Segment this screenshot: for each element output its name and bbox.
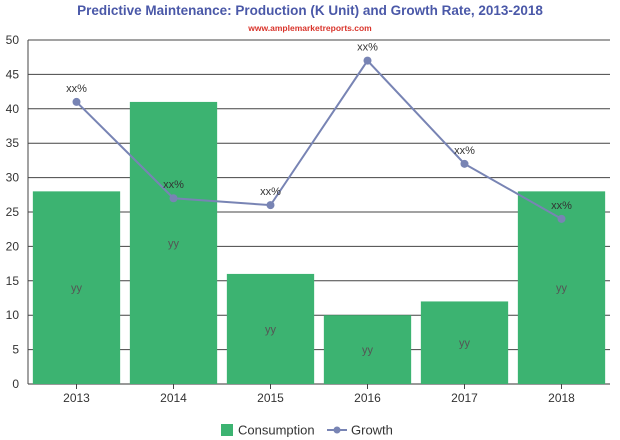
legend-consumption-label[interactable]: Consumption xyxy=(238,423,315,438)
growth-point-2017[interactable] xyxy=(460,159,469,168)
bars xyxy=(32,101,606,385)
growth-point-2018[interactable] xyxy=(557,214,566,223)
bar-data-label: yy xyxy=(556,283,568,295)
growth-line xyxy=(75,59,562,220)
y-tick-label: 50 xyxy=(6,33,20,47)
x-axis-ticks: 2013 2014 2015 2016 2017 2018 xyxy=(63,384,575,405)
growth-data-label: xx% xyxy=(357,42,378,54)
x-tick-label: 2016 xyxy=(354,391,381,405)
y-tick-label: 40 xyxy=(6,102,20,116)
bar-consumption-2013[interactable] xyxy=(32,191,121,384)
x-tick-label: 2014 xyxy=(160,391,187,405)
y-tick-label: 10 xyxy=(6,308,20,322)
growth-data-label: xx% xyxy=(260,186,281,198)
y-axis-ticks: 0 5 10 15 20 25 30 35 40 45 50 xyxy=(6,33,20,391)
bar-data-label: yy xyxy=(459,338,471,350)
legend-consumption-swatch xyxy=(221,424,233,436)
growth-data-label: xx% xyxy=(454,145,475,157)
growth-data-label: xx% xyxy=(163,179,184,191)
y-tick-label: 45 xyxy=(6,67,20,81)
bar-consumption-2016[interactable] xyxy=(323,315,412,384)
x-tick-label: 2013 xyxy=(63,391,90,405)
growth-line-layer: xx% xx% xx% xx% xx% xx% xyxy=(66,42,572,223)
bar-data-label: yy xyxy=(71,283,83,295)
chart-title: Predictive Maintenance: Production (K Un… xyxy=(77,3,543,18)
bar-labels: yy yy yy yy yy yy xyxy=(71,238,568,357)
growth-data-label: xx% xyxy=(66,83,87,95)
bar-data-label: yy xyxy=(168,238,180,250)
growth-point-2015[interactable] xyxy=(266,201,275,210)
y-tick-label: 15 xyxy=(6,274,20,288)
x-tick-label: 2015 xyxy=(257,391,284,405)
chart-subtitle: www.amplemarketreports.com xyxy=(248,23,372,33)
legend[interactable]: Consumption Growth xyxy=(221,423,393,438)
legend-growth-marker xyxy=(333,426,341,434)
bar-consumption-2014[interactable] xyxy=(129,101,218,385)
growth-point-2013[interactable] xyxy=(72,97,81,106)
bar-data-label: yy xyxy=(265,324,277,336)
y-tick-label: 5 xyxy=(12,343,19,357)
bar-consumption-2017[interactable] xyxy=(420,301,509,384)
bar-data-label: yy xyxy=(362,345,374,357)
growth-point-2016[interactable] xyxy=(363,56,372,65)
growth-data-label: xx% xyxy=(551,200,572,212)
bar-consumption-2015[interactable] xyxy=(226,273,315,384)
y-tick-label: 0 xyxy=(12,377,19,391)
bar-consumption-2018[interactable] xyxy=(517,191,606,384)
x-tick-label: 2017 xyxy=(451,391,478,405)
x-tick-label: 2018 xyxy=(548,391,575,405)
legend-growth-label[interactable]: Growth xyxy=(351,423,393,438)
growth-point-2014[interactable] xyxy=(169,194,178,203)
y-tick-label: 20 xyxy=(6,239,20,253)
y-tick-label: 25 xyxy=(6,205,20,219)
gridlines xyxy=(27,39,610,385)
y-tick-label: 35 xyxy=(6,136,20,150)
y-tick-label: 30 xyxy=(6,171,20,185)
